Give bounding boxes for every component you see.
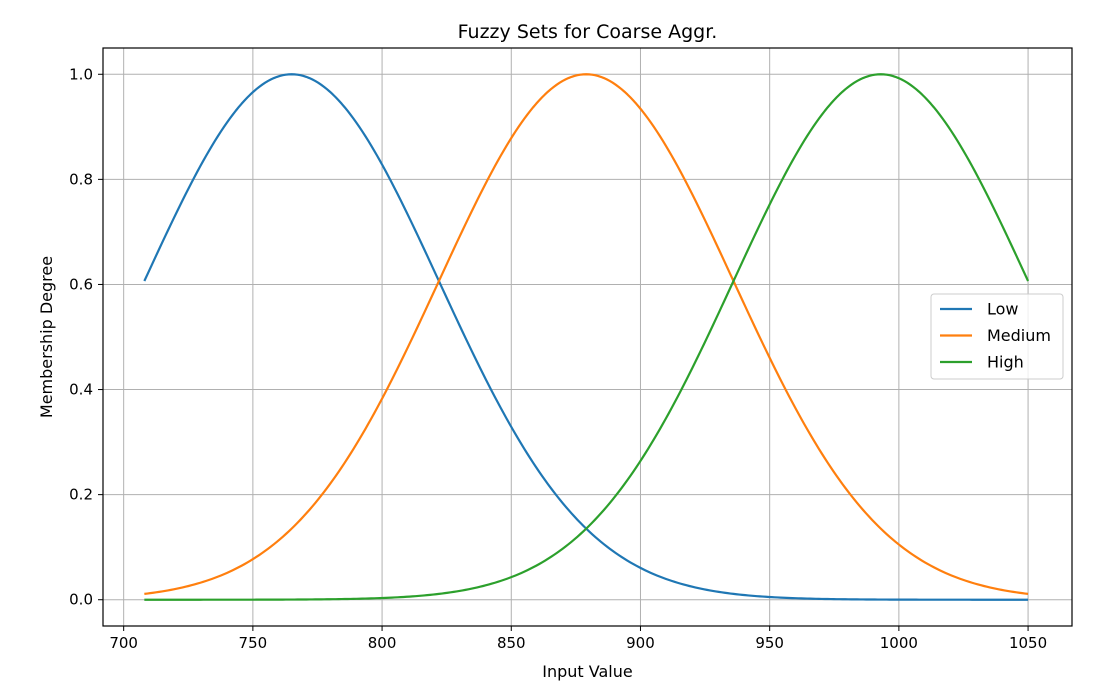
y-tick-label: 0.4 — [69, 381, 93, 399]
x-tick-label: 950 — [755, 634, 784, 652]
chart-title: Fuzzy Sets for Coarse Aggr. — [458, 21, 718, 43]
y-tick-label: 0.6 — [69, 275, 93, 293]
x-tick-label: 1050 — [1009, 634, 1047, 652]
legend-label-medium: Medium — [987, 326, 1051, 345]
series-line-high — [144, 73, 1030, 601]
legend-box — [930, 293, 1064, 380]
x-tick-label: 700 — [109, 634, 138, 652]
series-line-medium — [144, 73, 1029, 595]
y-tick-label: 0.0 — [69, 591, 93, 609]
series-lines — [143, 73, 1030, 601]
legend-label-high: High — [987, 353, 1024, 372]
y-tick-label: 0.8 — [69, 170, 93, 188]
y-tick-label: 0.2 — [69, 486, 93, 504]
ticks: 700 750 800 850 900 950 1000 1050 0.0 0.2 0.4 0.6 0.… — [69, 65, 1047, 652]
y-tick-label: 1.0 — [69, 65, 93, 83]
x-tick-label: 800 — [368, 634, 397, 652]
legend-label-low: Low — [987, 300, 1019, 319]
x-axis-label: Input Value — [542, 662, 632, 681]
axes-frame — [102, 47, 1073, 627]
x-tick-label: 850 — [497, 634, 526, 652]
y-axis-label: Membership Degree — [37, 256, 56, 418]
x-tick-label: 1000 — [880, 634, 918, 652]
legend: Low Medium High — [930, 293, 1064, 380]
x-tick-label: 750 — [239, 634, 268, 652]
x-tick-label: 900 — [626, 634, 655, 652]
